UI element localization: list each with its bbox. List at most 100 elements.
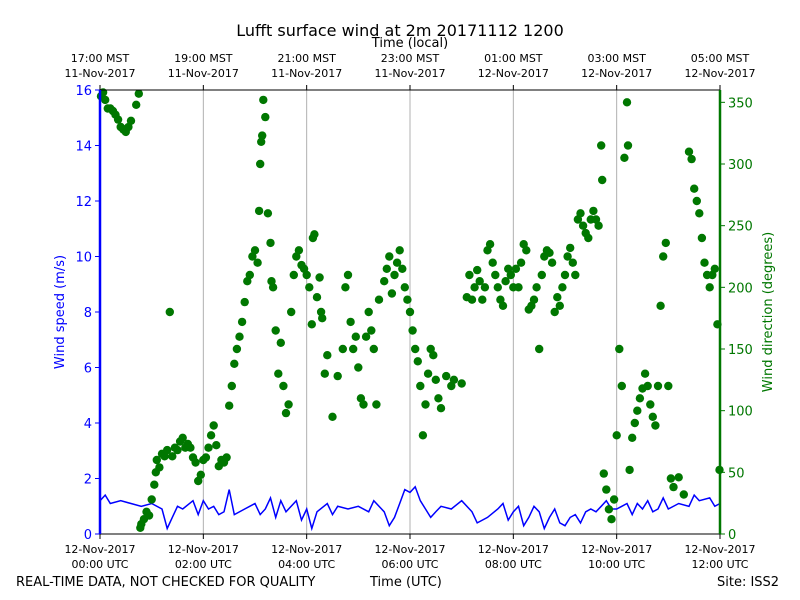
wind-direction-point (101, 95, 110, 105)
top-tick-date: 11-Nov-2017 (168, 67, 239, 80)
wind-direction-point (307, 320, 316, 329)
wind-direction-point (674, 473, 683, 482)
right-axis-label: Wind direction (degrees) (761, 232, 776, 392)
top-tick-time: 17:00 MST (71, 52, 130, 65)
wind-direction-point (328, 412, 337, 421)
wind-direction-point (560, 270, 570, 280)
wind-direction-point (553, 293, 562, 302)
wind-direction-point (630, 418, 639, 428)
wind-direction-point (212, 441, 221, 450)
wind-direction-point (257, 137, 266, 146)
wind-direction-point (281, 408, 291, 418)
right-tick-label: 300 (728, 158, 753, 173)
wind-direction-point (134, 89, 143, 98)
wind-direction-point (369, 344, 378, 354)
wind-direction-point (150, 480, 159, 489)
bottom-tick-date: 12-Nov-2017 (684, 543, 755, 556)
wind-direction-point (470, 283, 479, 292)
wind-direction-point (240, 297, 249, 307)
wind-direction-point (263, 209, 273, 218)
right-tick-label: 350 (728, 96, 753, 111)
wind-direction-point (679, 490, 688, 499)
wind-direction-point (152, 455, 161, 465)
wind-speed-series (99, 485, 721, 532)
wind-direction-point (653, 381, 663, 391)
wind-direction-point (651, 421, 660, 430)
wind-direction-point (687, 154, 696, 164)
wind-direction-point (374, 295, 384, 304)
left-tick-label: 2 (84, 473, 92, 488)
wind-direction-point (429, 351, 438, 360)
wind-direction-point (550, 307, 559, 317)
wind-direction-point (227, 381, 236, 391)
wind-direction-point (310, 230, 319, 239)
site-label: Site: ISS2 (717, 575, 780, 590)
wind-direction-point (416, 381, 425, 391)
wind-direction-point (178, 433, 187, 442)
wind-direction-point (408, 326, 417, 335)
wind-direction-point (343, 270, 353, 280)
wind-direction-point (473, 265, 482, 275)
wind-direction-point (266, 238, 275, 248)
top-tick-date: 12-Nov-2017 (478, 67, 549, 80)
wind-direction-point (697, 233, 707, 243)
wind-direction-point (488, 258, 497, 267)
right-tick-label: 250 (728, 220, 753, 235)
wind-direction-point (261, 112, 270, 122)
bottom-tick-time: 10:00 UTC (588, 558, 645, 571)
wind-direction-point (545, 248, 554, 257)
wind-direction-point (380, 277, 389, 286)
top-tick-date: 11-Nov-2017 (64, 67, 135, 80)
wind-direction-point (230, 359, 239, 368)
wind-direction-point (147, 495, 156, 504)
wind-direction-point (659, 252, 668, 261)
top-tick-time: 05:00 MST (691, 52, 750, 65)
wind-direction-point (628, 433, 637, 442)
wind-direction-point (413, 357, 422, 366)
wind-direction-point (359, 400, 368, 409)
wind-direction-point (480, 283, 490, 292)
bottom-tick-time: 06:00 UTC (381, 558, 438, 571)
wind-direction-point (168, 452, 177, 461)
wind-direction-point (163, 445, 172, 455)
top-tick-date: 12-Nov-2017 (581, 67, 652, 80)
wind-direction-point (532, 283, 541, 292)
wind-direction-point (547, 258, 557, 267)
x-axis-label: Time (UTC) (370, 575, 442, 590)
wind-direction-point (346, 317, 355, 327)
wind-direction-point (457, 379, 466, 388)
wind-direction-point (604, 505, 614, 514)
wind-direction-point (245, 270, 254, 280)
bottom-tick-time: 02:00 UTC (175, 558, 232, 571)
wind-direction-point (563, 252, 572, 261)
left-axis-label: Wind speed (m/s) (53, 255, 68, 369)
left-tick-label: 14 (75, 140, 92, 155)
wind-direction-point (684, 147, 694, 156)
wind-direction-point (656, 301, 665, 310)
wind-direction-point (191, 458, 200, 467)
wind-direction-point (315, 273, 324, 282)
wind-direction-point (589, 206, 598, 216)
wind-direction-point (289, 270, 298, 280)
wind-direction-point (692, 196, 701, 206)
wind-direction-point (478, 295, 487, 304)
wind-direction-point (695, 209, 704, 218)
wind-direction-point (395, 246, 404, 255)
wind-direction-point (615, 344, 624, 354)
top-tick-time: 23:00 MST (381, 52, 440, 65)
bottom-tick-time: 04:00 UTC (278, 558, 335, 571)
wind-direction-point (449, 375, 459, 384)
wind-direction-point (333, 371, 342, 381)
wind-direction-point (431, 375, 440, 384)
wind-direction-point (232, 344, 242, 354)
right-tick-label: 150 (728, 343, 753, 358)
wind-direction-point (436, 404, 446, 413)
wind-direction-point (274, 369, 283, 378)
wind-direction-point (237, 317, 247, 327)
wind-direction-point (400, 283, 409, 292)
quality-disclaimer: REAL-TIME DATA, NOT CHECKED FOR QUALITY (16, 575, 316, 590)
wind-direction-point (599, 469, 608, 478)
wind-direction-point (493, 283, 502, 292)
wind-direction-point (646, 400, 655, 409)
bottom-tick-time: 08:00 UTC (485, 558, 542, 571)
